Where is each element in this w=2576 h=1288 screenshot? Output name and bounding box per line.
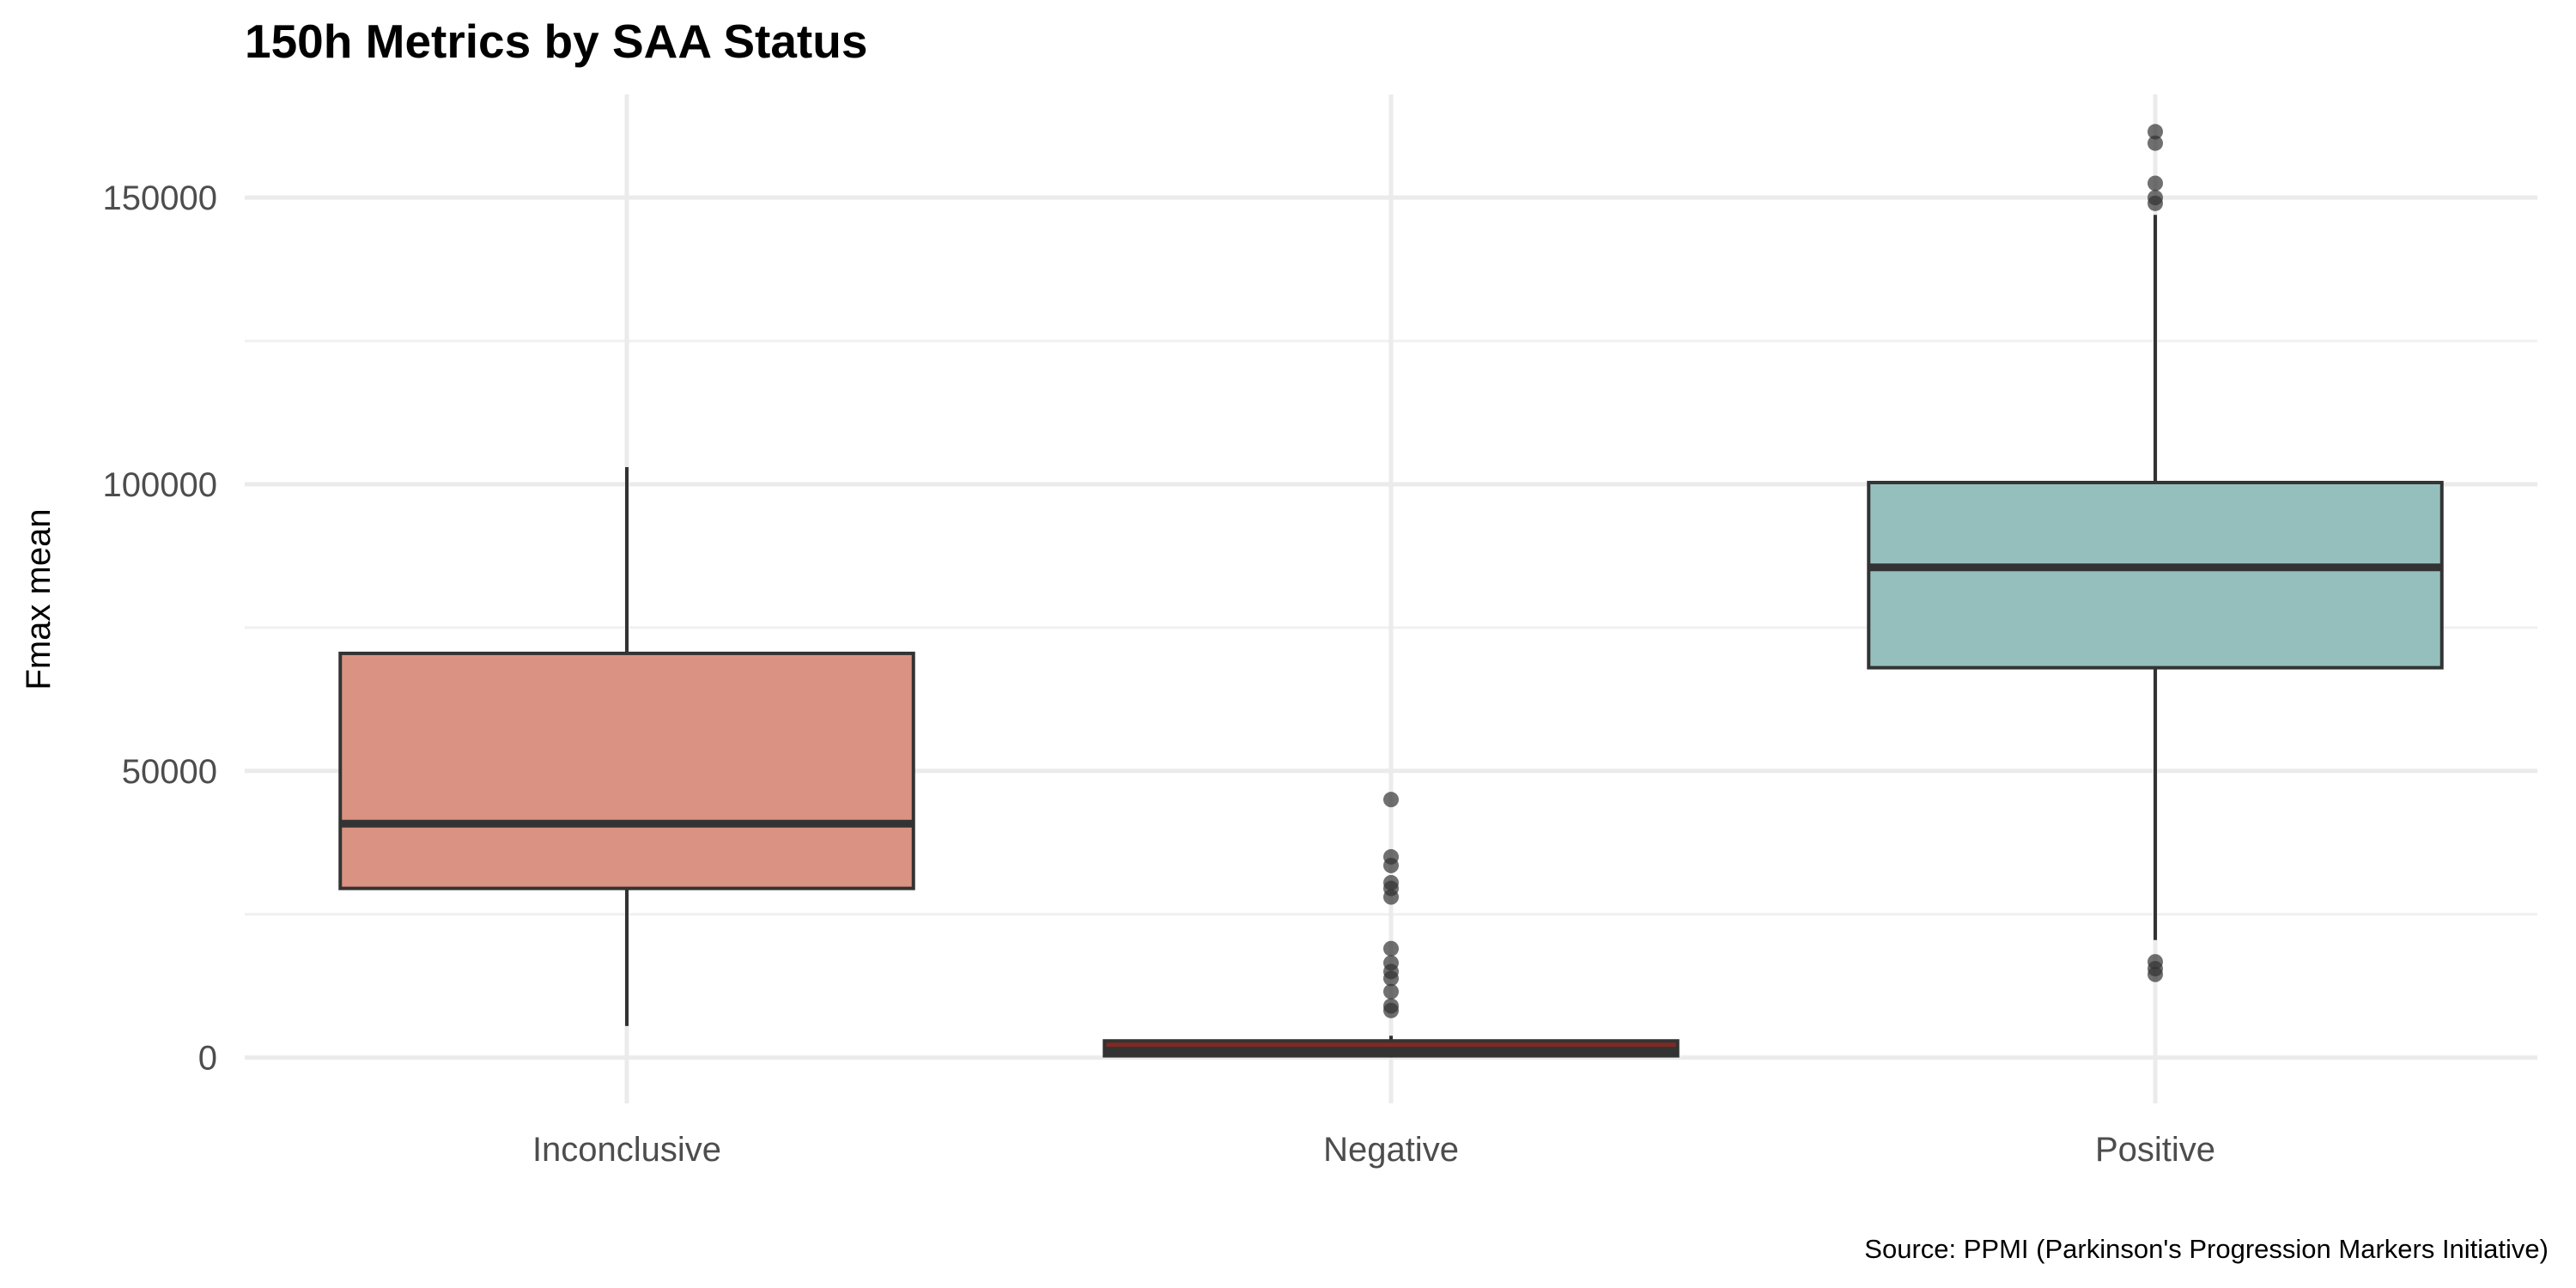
box-inconclusive <box>338 466 915 1026</box>
outlier-point <box>2148 954 2163 970</box>
outlier-point <box>2148 190 2163 206</box>
outlier-point <box>1383 983 1399 999</box>
outlier-point <box>1383 848 1399 865</box>
y-tick-label: 100000 <box>103 466 217 504</box>
box-negative <box>1103 792 1680 1058</box>
y-tick-label: 50000 <box>122 753 217 791</box>
outlier-point <box>2148 124 2163 140</box>
y-axis-label: Fmax mean <box>20 508 58 690</box>
box-positive <box>1867 124 2444 982</box>
outlier-point <box>2148 175 2163 191</box>
outlier-point <box>2148 135 2163 151</box>
x-axis-ticks: Inconclusive Negative Positive <box>532 1131 2215 1169</box>
outlier-point <box>1383 998 1399 1014</box>
y-tick-label: 0 <box>198 1040 217 1078</box>
chart-caption: Source: PPMI (Parkinson's Progression Ma… <box>1864 1234 2549 1264</box>
x-tick-label: Negative <box>1323 1131 1459 1169</box>
outlier-point <box>1383 792 1399 808</box>
outlier-point <box>1383 940 1399 957</box>
outlier-point <box>1383 955 1399 971</box>
y-tick-label: 150000 <box>103 179 217 217</box>
outlier-point <box>1383 874 1399 890</box>
chart-title: 150h Metrics by SAA Status <box>245 15 867 68</box>
box-body <box>338 651 915 890</box>
y-axis-ticks: 0 50000 100000 150000 <box>103 179 217 1077</box>
x-tick-label: Inconclusive <box>532 1131 721 1169</box>
box-body <box>1867 480 2444 670</box>
x-tick-label: Positive <box>2095 1131 2215 1169</box>
boxes <box>338 124 2444 1058</box>
